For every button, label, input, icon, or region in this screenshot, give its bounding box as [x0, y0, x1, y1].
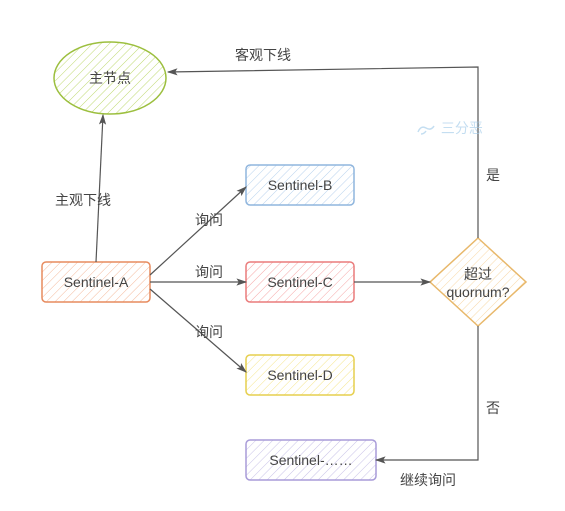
quorum-node: 超过 quornum?	[430, 238, 526, 326]
sentinel-c-node: Sentinel-C	[246, 262, 354, 302]
sentinel-c-label: Sentinel-C	[267, 274, 332, 290]
sentinel-d-node: Sentinel-D	[246, 355, 354, 395]
edge-label-yes: 是	[486, 165, 500, 185]
edge-label-ask-d: 询问	[195, 322, 223, 342]
edge-label-objective-down: 客观下线	[235, 45, 291, 65]
watermark-text: 三分恶	[441, 120, 483, 136]
sentinel-more-label: Sentinel-……	[269, 452, 352, 468]
edge-label-no: 否	[486, 398, 500, 418]
sentinel-a-label: Sentinel-A	[64, 274, 129, 290]
sentinel-b-node: Sentinel-B	[246, 165, 354, 205]
quorum-label: 超过 quornum?	[446, 264, 509, 300]
master-node-label: 主节点	[89, 68, 131, 88]
edge-label-subjective-down: 主观下线	[55, 190, 111, 210]
edge-label-continue-ask: 继续询问	[400, 470, 456, 490]
master-node: 主节点	[54, 42, 166, 114]
watermark: 三分恶	[415, 118, 483, 138]
edge-label-ask-b: 询问	[195, 210, 223, 230]
edge-label-ask-c: 询问	[195, 262, 223, 282]
sentinel-a-node: Sentinel-A	[42, 262, 150, 302]
sentinel-d-label: Sentinel-D	[267, 367, 332, 383]
sentinel-more-node: Sentinel-……	[246, 440, 376, 480]
sentinel-b-label: Sentinel-B	[268, 177, 333, 193]
